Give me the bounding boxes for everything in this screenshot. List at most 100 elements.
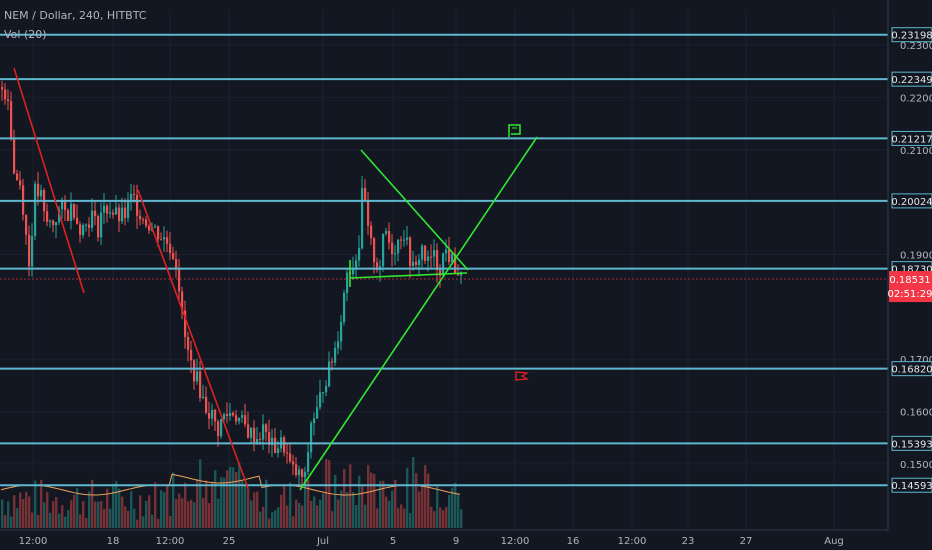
volume-bar bbox=[256, 491, 259, 528]
candle-body bbox=[193, 360, 196, 382]
volume-bar bbox=[307, 479, 310, 528]
candle-body bbox=[160, 239, 163, 241]
green-support-line[interactable] bbox=[299, 136, 538, 491]
volume-bar bbox=[160, 490, 163, 528]
trend-drawings[interactable] bbox=[13, 67, 538, 491]
volume-bar bbox=[454, 482, 457, 528]
volume-bar bbox=[373, 474, 376, 528]
volume-bar bbox=[427, 473, 430, 528]
volume-bar bbox=[349, 464, 352, 528]
volume-bar bbox=[250, 500, 253, 528]
time-tick-label: Aug bbox=[824, 536, 844, 547]
volume-bar bbox=[151, 514, 154, 528]
candle-body bbox=[181, 291, 184, 311]
volume-bar bbox=[424, 465, 427, 528]
candle-body bbox=[226, 414, 229, 416]
candle-body bbox=[127, 199, 130, 219]
volume-bar bbox=[412, 457, 415, 528]
last-price-badge bbox=[889, 271, 932, 303]
triangle-lower-line[interactable] bbox=[349, 272, 468, 279]
candle-body bbox=[364, 188, 367, 201]
volume-bar bbox=[25, 491, 28, 528]
time-tick-label: 12:00 bbox=[618, 536, 647, 547]
volume-bar bbox=[265, 479, 268, 528]
volume-indicator-label: Vol (20) bbox=[4, 28, 47, 41]
volume-bar bbox=[457, 494, 460, 528]
red-downtrend-line-2[interactable] bbox=[137, 189, 249, 489]
candle-body bbox=[250, 427, 253, 438]
candle-body bbox=[391, 242, 394, 255]
time-tick-label: Jul bbox=[316, 536, 329, 547]
candle-body bbox=[223, 414, 226, 419]
volume-bar bbox=[346, 492, 349, 528]
volume-bar bbox=[304, 477, 307, 528]
level-badge bbox=[891, 130, 932, 146]
candle-body bbox=[427, 256, 430, 261]
candle-body bbox=[37, 183, 40, 197]
volume-bar bbox=[259, 511, 262, 528]
volume-bar bbox=[337, 499, 340, 528]
volume-bar bbox=[388, 500, 391, 528]
candle-body bbox=[148, 225, 151, 231]
volume-bar bbox=[109, 508, 112, 528]
horizontal-levels[interactable] bbox=[0, 33, 888, 487]
candle-body bbox=[436, 249, 439, 270]
candle-body bbox=[292, 461, 295, 465]
red-downtrend-line[interactable] bbox=[13, 67, 85, 294]
volume-bar bbox=[157, 518, 160, 528]
volume-bar bbox=[400, 504, 403, 528]
candle-body bbox=[196, 371, 199, 382]
volume-bar bbox=[202, 497, 205, 528]
candle-body bbox=[94, 210, 97, 217]
candle-body bbox=[70, 203, 73, 221]
candle-body bbox=[190, 349, 193, 361]
candle-body bbox=[139, 215, 142, 220]
candle-body bbox=[40, 190, 43, 197]
candle-body bbox=[271, 437, 274, 446]
volume-bar bbox=[451, 487, 454, 528]
volume-bar bbox=[67, 509, 70, 528]
candle-body bbox=[277, 448, 280, 453]
candle-body bbox=[178, 269, 181, 292]
volume-bar bbox=[439, 507, 442, 528]
volume-bar bbox=[70, 500, 73, 528]
green-flag-icon[interactable] bbox=[508, 124, 521, 137]
candle-body bbox=[217, 421, 220, 437]
volume-bar bbox=[166, 485, 169, 528]
candle-body bbox=[448, 249, 451, 262]
candle-body bbox=[244, 415, 247, 425]
candle-body bbox=[154, 226, 157, 228]
volume-bar bbox=[37, 514, 40, 528]
candle-body bbox=[259, 439, 262, 441]
candle-body bbox=[124, 207, 127, 219]
volume-bar bbox=[76, 488, 79, 528]
candle-body bbox=[451, 254, 454, 262]
volume-bar bbox=[358, 475, 361, 528]
candle-body bbox=[109, 212, 112, 214]
candle-body bbox=[406, 237, 409, 240]
triangle-upper-line[interactable] bbox=[360, 149, 469, 271]
time-tick-label: 27 bbox=[740, 536, 753, 547]
candle-body bbox=[130, 193, 133, 200]
volume-bar bbox=[46, 491, 49, 528]
level-badge bbox=[891, 71, 932, 87]
volume-bar bbox=[103, 508, 106, 528]
red-flag-icon[interactable] bbox=[515, 371, 530, 381]
volume-bar bbox=[148, 495, 151, 528]
candle-body bbox=[73, 203, 76, 218]
time-axis[interactable]: 12:00 18 12:00 25 Jul 5 9 12:00 16 12:00 23 27 Aug bbox=[0, 529, 888, 547]
volume-bar bbox=[217, 498, 220, 528]
volume-bar bbox=[100, 501, 103, 528]
volume-bar bbox=[196, 478, 199, 528]
volume-bar bbox=[289, 482, 292, 528]
level-badge bbox=[891, 435, 932, 451]
volume-bar bbox=[448, 494, 451, 528]
candle-body bbox=[88, 224, 91, 228]
volume-bar bbox=[94, 501, 97, 528]
level-badge-label: 0.15393 bbox=[891, 439, 932, 450]
volume-bar bbox=[4, 515, 7, 528]
